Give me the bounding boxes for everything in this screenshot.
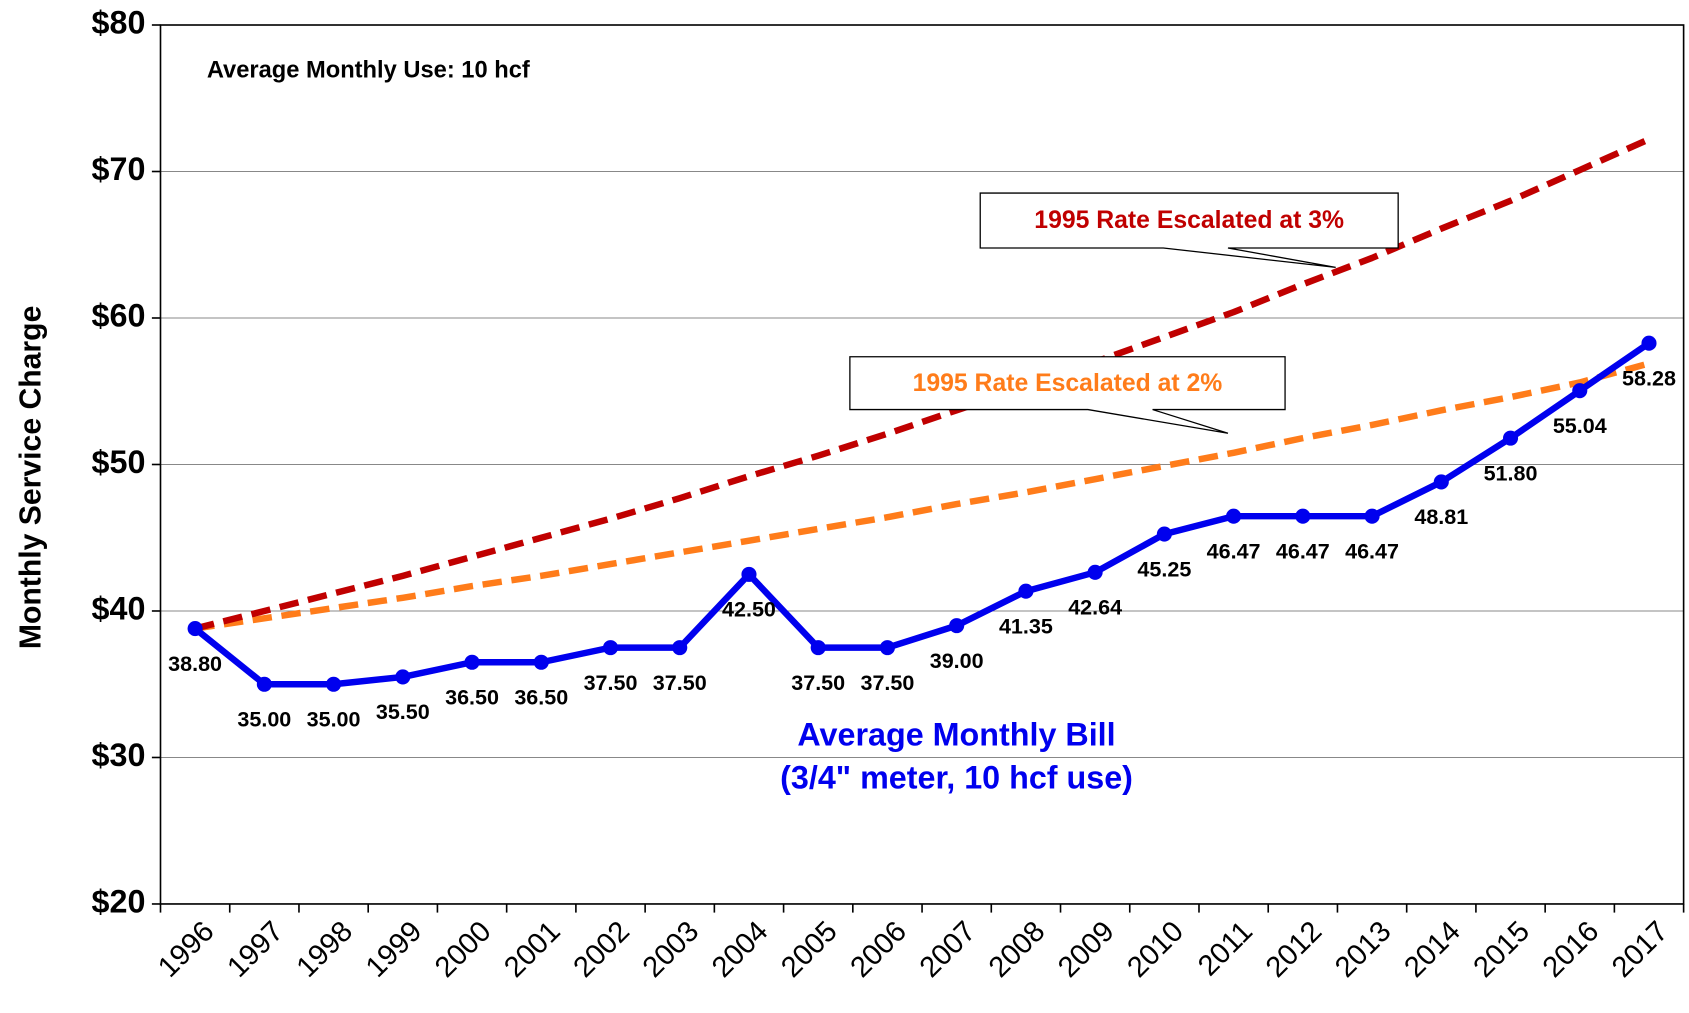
y-tick-label: $40 <box>92 591 146 627</box>
data-label: 46.47 <box>1345 540 1399 564</box>
point <box>1156 526 1172 542</box>
data-label: 37.50 <box>860 671 914 695</box>
data-label: 55.04 <box>1553 414 1607 438</box>
y-tick-label: $60 <box>92 298 146 334</box>
point <box>602 640 619 656</box>
data-label: 37.50 <box>653 671 707 695</box>
data-label: 58.28 <box>1622 367 1676 391</box>
data-label: 37.50 <box>584 671 638 695</box>
data-label: 35.50 <box>376 700 430 724</box>
point <box>1502 430 1519 446</box>
data-label: 39.00 <box>930 649 984 673</box>
data-label: 36.50 <box>514 686 568 710</box>
point <box>1018 583 1034 599</box>
data-label: 48.81 <box>1414 505 1468 529</box>
series-line <box>193 340 1651 688</box>
y-tick-label: $50 <box>92 444 146 480</box>
point <box>1226 508 1242 524</box>
legend-label: 1995 Rate Escalated at 3% <box>1034 207 1344 234</box>
point <box>256 676 272 692</box>
data-label: 35.00 <box>237 708 291 732</box>
point <box>741 566 757 582</box>
data-label: 42.50 <box>722 598 776 622</box>
data-label: 46.47 <box>1207 540 1261 564</box>
y-tick-label: $70 <box>92 151 146 187</box>
callout-box <box>849 356 1286 434</box>
point <box>1641 335 1657 351</box>
series-line <box>194 360 1650 632</box>
annotation: Average Monthly Use: 10 hcf <box>207 58 530 84</box>
point <box>1433 474 1449 490</box>
data-label: 46.47 <box>1276 540 1330 564</box>
callout-box <box>979 192 1399 269</box>
data-label: 38.80 <box>168 652 222 676</box>
point <box>326 676 342 692</box>
point <box>1364 508 1380 524</box>
data-label: 37.50 <box>791 671 845 695</box>
y-axis-title: Monthly Service Charge <box>14 306 47 650</box>
point <box>672 640 688 656</box>
point <box>187 621 203 637</box>
point <box>810 640 826 656</box>
data-label: 42.64 <box>1068 596 1122 620</box>
point <box>879 640 895 656</box>
point <box>464 654 480 670</box>
point <box>533 654 549 670</box>
y-tick-label: $30 <box>92 737 146 773</box>
data-label: 45.25 <box>1137 557 1191 581</box>
data-label: 41.35 <box>999 615 1053 639</box>
y-tick-label: $80 <box>92 5 146 41</box>
data-label: 35.00 <box>307 708 361 732</box>
point <box>395 669 411 685</box>
point <box>1572 383 1588 399</box>
legend-label: 1995 Rate Escalated at 2% <box>913 370 1223 397</box>
series-label: (3/4" meter, 10 hcf use) <box>780 760 1133 796</box>
series-line <box>194 136 1651 632</box>
point <box>1295 508 1311 524</box>
y-tick-label: $20 <box>92 884 146 920</box>
data-label: 36.50 <box>445 686 499 710</box>
point <box>1087 564 1103 580</box>
data-label: 51.80 <box>1484 461 1538 485</box>
series-label: Average Monthly Bill <box>797 717 1115 753</box>
point <box>949 618 965 634</box>
